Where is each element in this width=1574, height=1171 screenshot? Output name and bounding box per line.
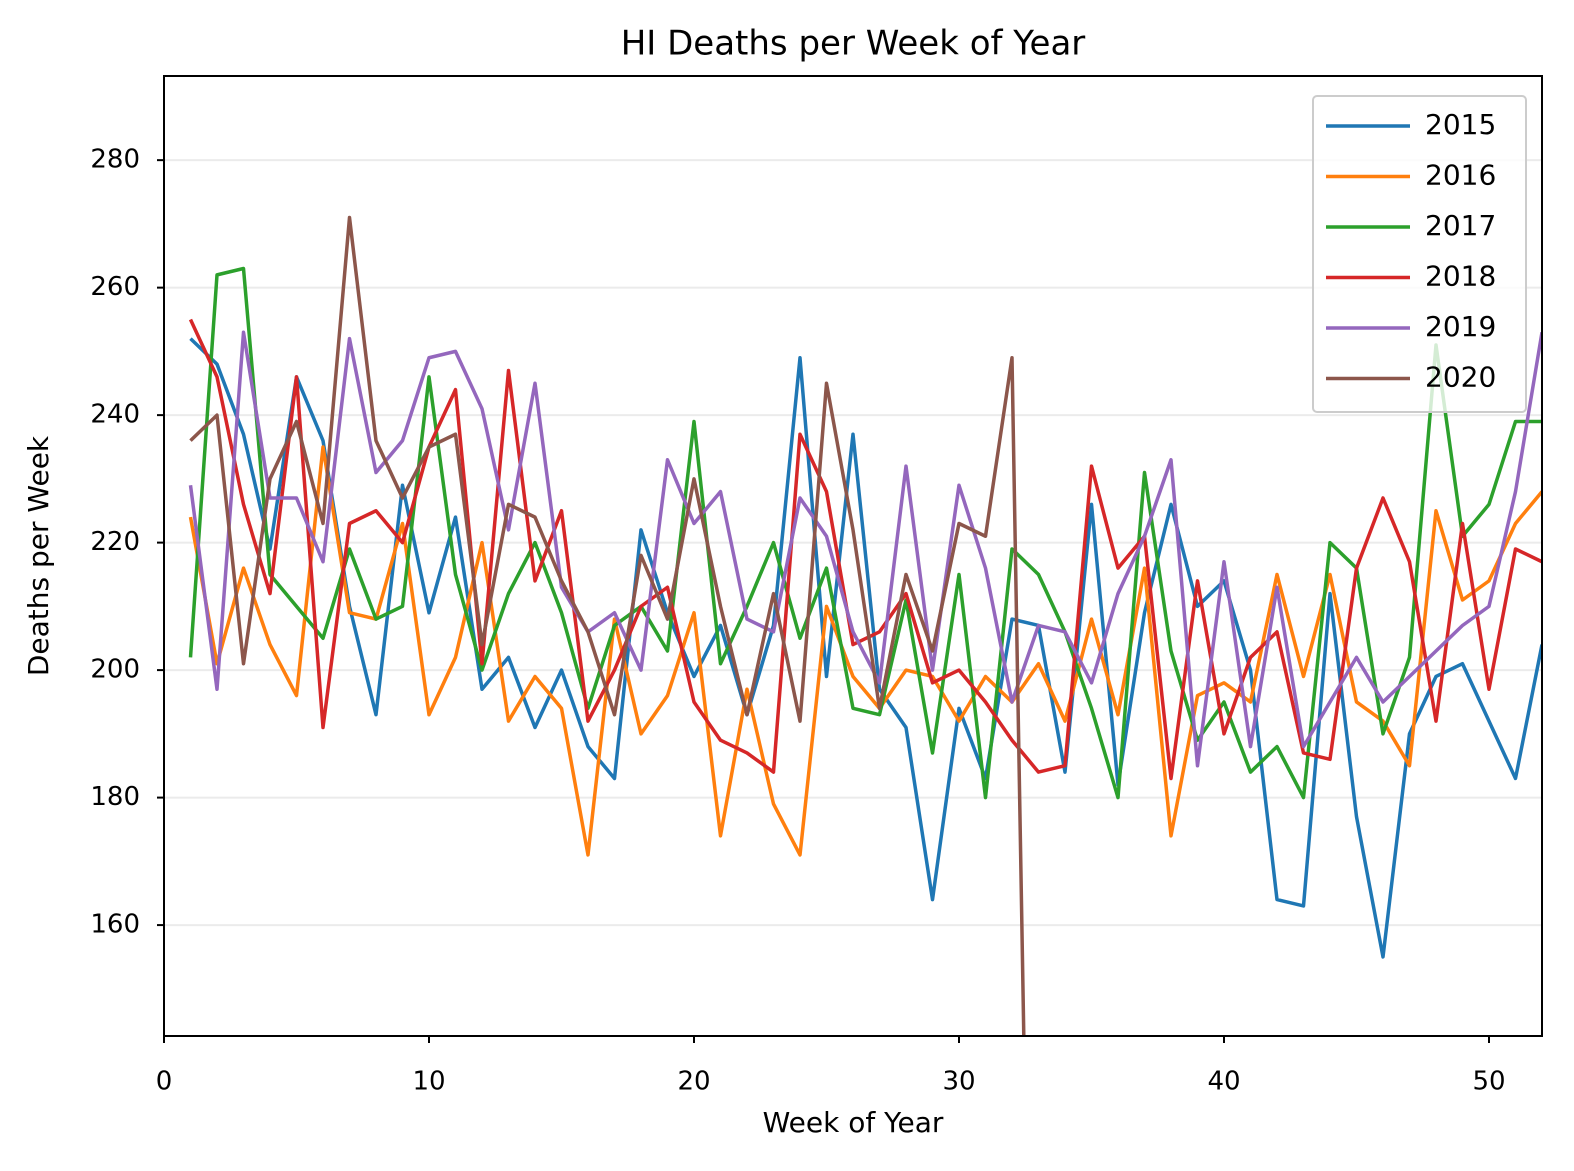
legend-label: 2015	[1425, 108, 1496, 141]
y-tick-label: 220	[90, 527, 140, 557]
ticks: 160 180 200 220 240 260 280 0 10 20 30 40 50	[90, 145, 1505, 1097]
x-tick-label: 40	[1207, 1067, 1240, 1097]
y-tick-label: 160	[90, 910, 140, 940]
series-line	[189, 215, 1026, 1036]
y-tick-label: 240	[90, 400, 140, 430]
legend-label: 2017	[1425, 209, 1496, 242]
series-line	[188, 318, 1542, 781]
legend: 2015 2016 2017 2018 2019 2020	[1312, 95, 1527, 413]
plot-frame	[163, 75, 1543, 1037]
series-line	[188, 330, 1542, 768]
x-axis-label: Week of Year	[763, 1106, 944, 1139]
chart-title: HI Deaths per Week of Year	[621, 24, 1086, 64]
y-tick-label: 200	[90, 655, 140, 685]
y-axis-label: Deaths per Week	[22, 435, 55, 676]
legend-label: 2020	[1425, 361, 1496, 394]
x-tick-label: 20	[677, 1067, 710, 1097]
y-tick-label: 180	[90, 782, 140, 812]
x-tick-label: 50	[1472, 1067, 1505, 1097]
y-tick-label: 280	[90, 145, 140, 175]
y-tick-label: 260	[90, 272, 140, 302]
series-line	[188, 445, 1542, 857]
plot-lines	[188, 215, 1542, 1036]
x-tick-label: 30	[942, 1067, 975, 1097]
legend-label: 2018	[1425, 260, 1496, 293]
series-line	[189, 337, 1542, 959]
legend-label: 2016	[1425, 159, 1496, 192]
legend-label: 2019	[1425, 310, 1496, 343]
x-tick-label: 0	[156, 1067, 173, 1097]
x-tick-label: 10	[412, 1067, 445, 1097]
